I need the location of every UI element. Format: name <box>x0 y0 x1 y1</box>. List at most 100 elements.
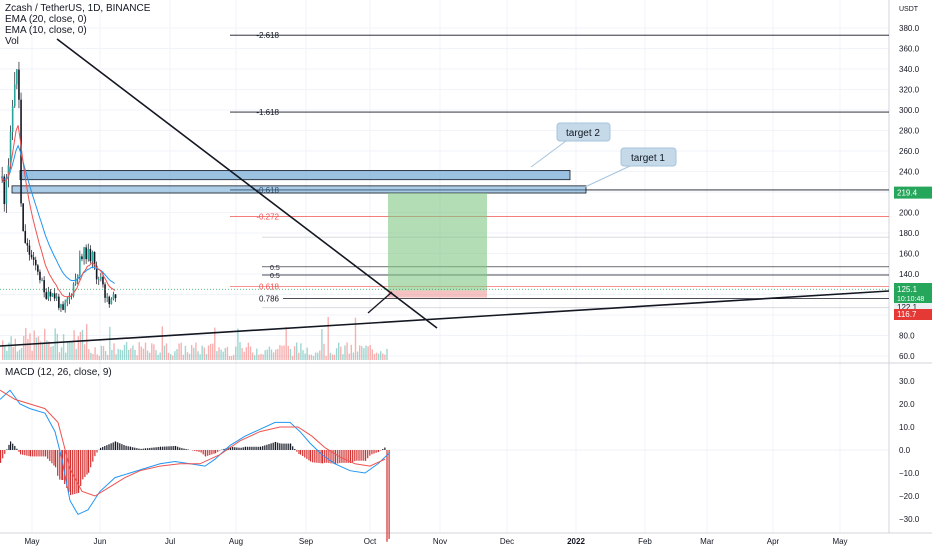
time-axis-tick: Sep <box>299 537 314 546</box>
volume-bar <box>233 355 234 360</box>
volume-bar <box>149 353 150 360</box>
volume-bar <box>311 355 312 360</box>
macd-legend[interactable]: MACD (12, 26, close, 9) <box>5 367 112 378</box>
time-axis-tick: May <box>832 537 847 546</box>
macd-histogram-bar <box>117 442 118 450</box>
volume-bar <box>99 356 100 360</box>
volume-bar <box>208 345 209 360</box>
volume-bar <box>71 341 72 360</box>
volume-bar <box>181 343 182 360</box>
macd-histogram-bar <box>130 447 131 450</box>
volume-bar <box>185 346 186 360</box>
macd-histogram-bar <box>356 450 357 461</box>
macd-histogram-bar <box>314 450 315 463</box>
macd-histogram-bar <box>41 450 42 456</box>
volume-bar <box>10 336 11 360</box>
volume-bar <box>141 347 142 360</box>
macd-histogram-bar <box>352 450 353 462</box>
volume-bar <box>126 342 127 360</box>
macd-histogram-bar <box>308 450 309 460</box>
macd-histogram-bar <box>302 450 303 456</box>
price-axis-tick: 360.0 <box>899 45 920 54</box>
volume-bar <box>231 356 232 360</box>
price-axis-tick: 260.0 <box>899 147 920 156</box>
macd-histogram-bar <box>47 450 48 459</box>
ema10-legend[interactable]: EMA (10, close, 0) <box>5 25 150 36</box>
macd-histogram-bar <box>30 450 31 456</box>
macd-histogram-bar <box>234 447 235 450</box>
volume-bar <box>17 352 18 360</box>
macd-histogram-bar <box>236 447 237 450</box>
candle-body <box>39 272 41 280</box>
volume-bar <box>160 352 161 360</box>
candle-body <box>87 249 89 259</box>
volume-bar <box>279 345 280 360</box>
time-axis-tick: Apr <box>767 537 780 546</box>
volume-bar <box>105 351 106 360</box>
price-axis-tick: 180.0 <box>899 229 920 238</box>
ema20-legend[interactable]: EMA (20, close, 0) <box>5 14 150 25</box>
macd-histogram-bar <box>363 450 364 461</box>
volume-bar <box>170 354 171 360</box>
macd-histogram-bar <box>121 444 122 450</box>
macd-histogram-bar <box>143 449 144 450</box>
macd-histogram-bar <box>84 450 85 477</box>
macd-histogram-bar <box>194 450 195 451</box>
volume-bar <box>367 346 368 360</box>
macd-histogram-bar <box>262 446 263 450</box>
price-axis-tick: 140.0 <box>899 270 920 279</box>
macd-histogram-bar <box>243 447 244 450</box>
time-axis-tick: Oct <box>364 537 377 546</box>
volume-bar <box>176 349 177 360</box>
price-axis-tick: 280.0 <box>899 127 920 136</box>
volume-bar <box>304 354 305 360</box>
volume-bar <box>271 349 272 360</box>
macd-histogram-bar <box>70 450 71 495</box>
volume-bar <box>128 350 129 360</box>
candle-body <box>43 280 45 292</box>
macd-histogram-bar <box>36 450 37 456</box>
macd-histogram-bar <box>90 450 91 467</box>
macd-histogram-bar <box>298 450 299 454</box>
macd-histogram-bar <box>249 447 250 450</box>
macd-histogram-bar <box>217 450 218 452</box>
volume-bar <box>59 352 60 360</box>
chart-legend: Zcash / TetherUS, 1D, BINANCE EMA (20, c… <box>5 3 150 47</box>
macd-histogram-bar <box>183 449 184 450</box>
volume-bar <box>153 344 154 360</box>
candle-body <box>106 297 108 298</box>
volume-bar <box>168 353 169 360</box>
volume-bar <box>63 334 64 360</box>
candle-body <box>90 249 92 261</box>
volume-legend[interactable]: Vol <box>5 36 150 47</box>
volume-bar <box>346 342 347 360</box>
volume-bar <box>319 350 320 360</box>
symbol-title[interactable]: Zcash / TetherUS, 1D, BINANCE <box>5 3 150 14</box>
volume-bar <box>164 346 165 360</box>
volume-bar <box>370 345 371 360</box>
volume-bar <box>323 344 324 360</box>
macd-histogram-bar <box>322 450 323 463</box>
volume-bar <box>6 351 7 360</box>
macd-histogram-bar <box>188 449 189 450</box>
volume-bar <box>307 348 308 360</box>
volume-bar <box>359 345 360 360</box>
volume-bar <box>109 327 110 360</box>
volume-bar <box>254 355 255 360</box>
macd-histogram-bar <box>251 447 252 450</box>
candle-body <box>62 304 64 310</box>
macd-histogram-bar <box>300 450 301 455</box>
fib-level-label: 0.5 <box>270 273 280 280</box>
volume-bar <box>130 348 131 360</box>
macd-histogram-bar <box>376 450 377 453</box>
macd-histogram-bar <box>168 446 169 450</box>
volume-bar <box>4 347 5 360</box>
volume-bar <box>225 348 226 360</box>
volume-bar <box>382 354 383 360</box>
macd-histogram-bar <box>16 449 17 450</box>
macd-histogram-bar <box>45 450 46 456</box>
volume-bar <box>139 342 140 360</box>
candle-body <box>56 297 58 299</box>
